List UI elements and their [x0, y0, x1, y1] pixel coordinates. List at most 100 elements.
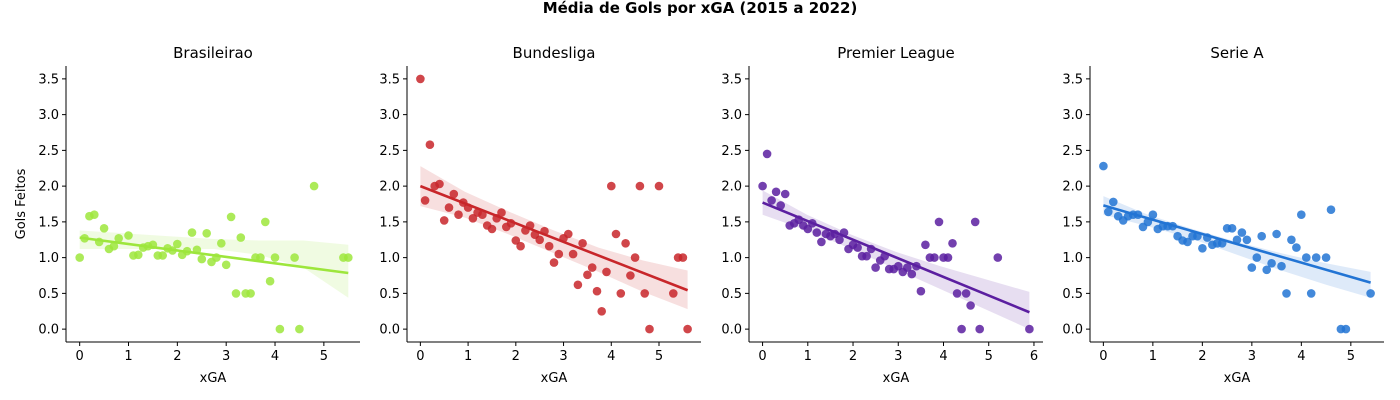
scatter-point [853, 243, 862, 252]
scatter-point [948, 239, 957, 248]
confidence-band [1103, 196, 1371, 298]
x-tick-label: 2 [1198, 349, 1206, 364]
y-tick-label: 3.5 [38, 72, 59, 87]
scatter-point [762, 149, 772, 159]
chart-panels: Brasileirao 0 1 2 3 4 5 0.0 0.5 1.0 1.5 2.0 2.5 3.0 3.… [14, 44, 1384, 386]
scatter-point [261, 217, 270, 227]
scatter-point [1267, 259, 1276, 268]
scatter-point [1292, 243, 1301, 252]
scatter-point [930, 253, 939, 262]
scatter-point [439, 216, 449, 225]
panel-title: Bundesliga [513, 44, 596, 62]
x-tick-label: 3 [894, 349, 902, 364]
scatter-point [1326, 205, 1336, 214]
scatter-point [607, 181, 616, 191]
x-tick-label: 4 [271, 349, 279, 364]
y-tick-label: 2.0 [721, 180, 742, 195]
scatter-point [265, 276, 275, 286]
y-tick-label: 3.5 [721, 72, 742, 87]
scatter-point [683, 324, 692, 334]
panel-title: Premier League [837, 44, 955, 62]
scatter-point [1099, 161, 1108, 171]
scatter-point [226, 212, 236, 222]
scatter-point [669, 289, 678, 298]
scatter-point [776, 201, 785, 210]
scatter-point [187, 228, 197, 237]
x-tick-label: 0 [1099, 349, 1107, 364]
scatter-point [578, 239, 587, 248]
scatter-point [444, 203, 454, 212]
x-tick-label: 1 [464, 349, 472, 364]
scatter-point [970, 217, 980, 227]
scatter-point [511, 236, 521, 245]
scatter-point [134, 250, 143, 260]
y-tick-label: 3.0 [379, 108, 400, 123]
scatter-point [862, 251, 871, 261]
scatter-point [544, 241, 554, 251]
scatter-point [435, 179, 444, 189]
scatter-point [202, 229, 211, 238]
scatter-point [468, 214, 478, 223]
x-tick-label: 1 [124, 349, 132, 364]
scatter-point [497, 208, 506, 217]
scatter-point [1277, 261, 1286, 271]
scatter-point [1302, 253, 1311, 262]
scatter-point [1311, 253, 1321, 262]
scatter-point [568, 249, 578, 259]
x-tick-label: 2 [849, 349, 857, 364]
scatter-point [812, 228, 822, 237]
x-tick-label: 0 [758, 349, 766, 364]
scatter-point [952, 289, 962, 298]
scatter-point [1109, 197, 1118, 207]
scatter-point [817, 237, 826, 247]
scatter-point [1247, 263, 1257, 272]
scatter-point [420, 196, 430, 205]
x-tick-label: 1 [1149, 349, 1157, 364]
x-axis-label: xGA [883, 371, 910, 386]
scatter-point [99, 224, 109, 233]
panel-title: Brasileirao [173, 44, 253, 62]
scatter-point [592, 286, 602, 296]
scatter-point [75, 253, 84, 262]
y-tick-label: 3.0 [1062, 108, 1083, 123]
y-tick-label: 2.5 [38, 144, 59, 159]
scatter-point [966, 301, 975, 310]
y-tick-label: 1.0 [1062, 251, 1083, 266]
scatter-point [907, 269, 917, 279]
y-tick-label: 0.0 [379, 323, 400, 338]
regression-line [79, 236, 349, 275]
x-tick-label: 5 [985, 349, 993, 364]
scatter-point [635, 181, 645, 191]
scatter-point [246, 289, 255, 298]
scatter-point [1237, 228, 1247, 237]
scatter-point [1297, 210, 1306, 219]
scatter-point [449, 189, 459, 199]
x-tick-label: 4 [939, 349, 947, 364]
x-axis-label: xGA [200, 371, 227, 386]
scatter-point [771, 187, 781, 197]
y-tick-label: 0.5 [379, 287, 400, 302]
panel-1: Brasileirao 0 1 2 3 4 5 0.0 0.5 1.0 1.5 2.0 2.5 3.0 3.… [14, 44, 360, 386]
scatter-point [616, 289, 626, 298]
x-tick-label: 3 [559, 349, 567, 364]
scatter-point [626, 271, 635, 280]
scatter-point [645, 324, 654, 334]
scatter-point [217, 239, 226, 248]
y-tick-label: 1.5 [38, 215, 59, 230]
y-tick-label: 2.0 [1062, 180, 1083, 195]
scatter-point [640, 289, 649, 298]
scatter-point [587, 263, 597, 272]
y-tick-label: 0.0 [38, 323, 59, 338]
x-tick-label: 3 [1248, 349, 1256, 364]
x-tick-label: 4 [607, 349, 615, 364]
scatter-point [1104, 207, 1113, 217]
confidence-band [762, 190, 1030, 330]
scatter-point [270, 253, 280, 262]
scatter-point [767, 196, 776, 205]
scatter-point [1198, 244, 1207, 253]
scatter-point [1242, 235, 1252, 245]
scatter-point [231, 289, 241, 298]
x-tick-label: 5 [1347, 349, 1355, 364]
y-tick-label: 3.5 [1062, 72, 1083, 87]
scatter-point [554, 249, 564, 259]
